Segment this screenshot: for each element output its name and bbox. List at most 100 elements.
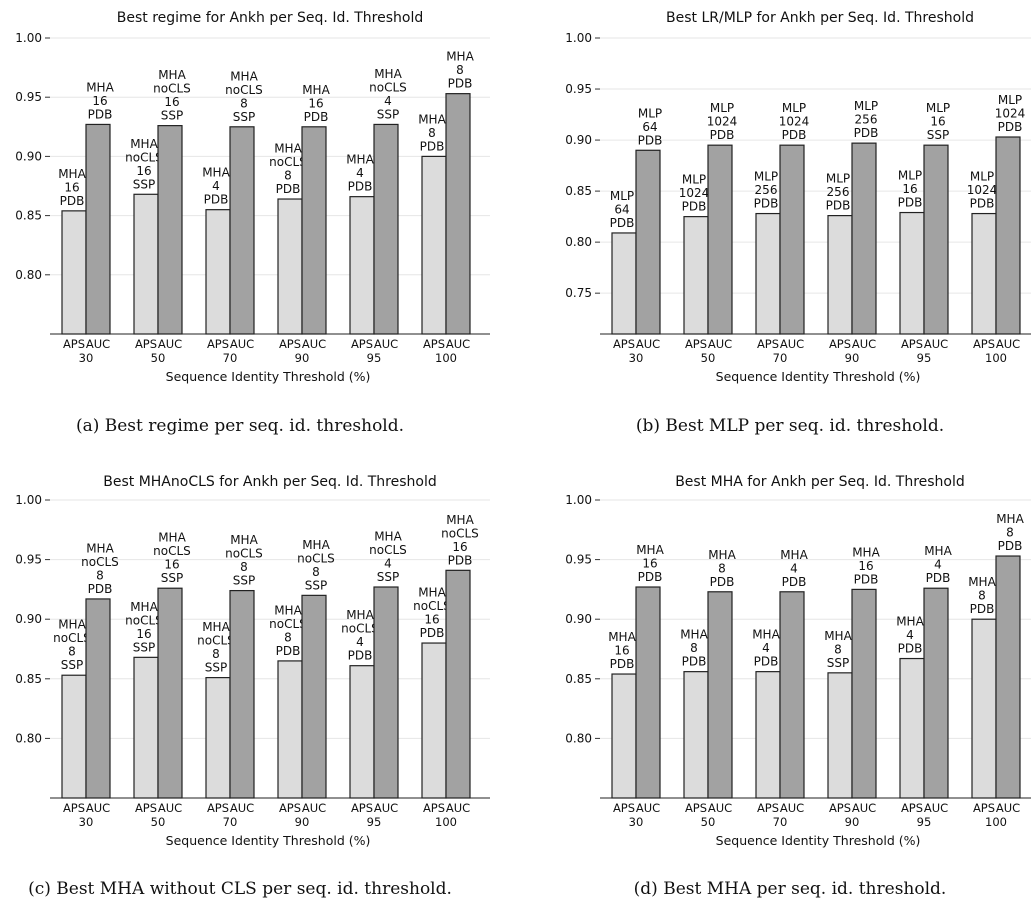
bar-label: 8 xyxy=(240,560,248,574)
bar-label: 16 xyxy=(136,627,151,641)
bar-label: PDB xyxy=(610,216,635,230)
bar-label: MHA xyxy=(852,545,880,559)
bar-label: PDB xyxy=(898,196,923,210)
x-group-label: 70 xyxy=(773,815,788,829)
bar-label: MHA xyxy=(130,137,158,151)
x-group-label: 100 xyxy=(435,815,457,829)
y-tick-label: 0.75 xyxy=(565,286,592,300)
bar-label: PDB xyxy=(854,126,879,140)
bar-label: MHA xyxy=(708,548,736,562)
bar-label: SSP xyxy=(377,107,399,121)
y-tick-label: 1.00 xyxy=(15,493,42,507)
bar-auc xyxy=(635,586,661,799)
bar-label: 4 xyxy=(356,635,364,649)
chart-panel-2: 0.750.800.850.900.951.00MLP64PDBAPSMLP64… xyxy=(565,10,1031,436)
bar-label: noCLS xyxy=(125,150,163,164)
bar-label: PDB xyxy=(710,128,735,142)
bar-label: noCLS xyxy=(369,543,407,557)
x-metric-label: APS xyxy=(829,337,851,351)
bar-label: 1024 xyxy=(779,115,810,129)
bar-aps xyxy=(899,657,925,799)
bar-label: noCLS xyxy=(341,622,379,636)
bar-label: MHA xyxy=(302,538,330,552)
bar-auc xyxy=(851,588,877,799)
bar-label: 16 xyxy=(902,182,917,196)
bar-auc xyxy=(779,144,805,335)
bar-label: PDB xyxy=(970,197,995,211)
bar-label: 16 xyxy=(164,558,179,572)
bar-label: noCLS xyxy=(53,631,91,645)
bar-label: 8 xyxy=(68,645,76,659)
y-tick-label: 0.90 xyxy=(565,133,592,147)
y-tick-label: 0.90 xyxy=(565,612,592,626)
bar-aps xyxy=(755,671,781,799)
x-group-label: 70 xyxy=(223,351,238,365)
bar-label: MLP xyxy=(682,173,706,187)
figure-caption: (d) Best MHA per seq. id. threshold. xyxy=(634,879,947,899)
bar-label: 16 xyxy=(136,164,151,178)
bar-label: 8 xyxy=(718,561,726,575)
x-group-label: 90 xyxy=(295,351,310,365)
bar-label: MHA xyxy=(86,80,114,94)
y-tick-label: 0.95 xyxy=(565,82,592,96)
bar-label: PDB xyxy=(710,575,735,589)
bar-label: 16 xyxy=(858,559,873,573)
bar-label: MHA xyxy=(202,620,230,634)
x-metric-label: APS xyxy=(279,337,301,351)
bar-label: MHA xyxy=(968,575,996,589)
chart-panel-3: 0.800.850.900.951.00MHAnoCLS8SSPAPSMHAno… xyxy=(15,474,490,899)
bar-label: PDB xyxy=(754,655,779,669)
bar-auc xyxy=(373,123,399,335)
bar-label: noCLS xyxy=(269,617,307,631)
x-group-label: 50 xyxy=(701,351,716,365)
x-metric-label: AUC xyxy=(86,801,110,815)
bar-label: PDB xyxy=(998,120,1023,134)
bar-auc xyxy=(229,126,255,335)
bar-label: MLP xyxy=(998,93,1022,107)
bar-label: PDB xyxy=(276,644,301,658)
bar-label: PDB xyxy=(448,553,473,567)
x-metric-label: APS xyxy=(423,801,445,815)
bar-label: PDB xyxy=(88,107,113,121)
bar-aps xyxy=(755,212,781,335)
bar-label: MLP xyxy=(782,101,806,115)
bar-label: noCLS xyxy=(297,551,335,565)
x-group-label: 50 xyxy=(151,815,166,829)
bar-label: SSP xyxy=(827,656,849,670)
bar-label: noCLS xyxy=(153,82,191,96)
bar-label: MHA xyxy=(418,112,446,126)
x-metric-label: APS xyxy=(973,337,995,351)
bar-auc xyxy=(157,587,183,799)
bar-label: PDB xyxy=(998,539,1023,553)
bar-label: 256 xyxy=(855,113,878,127)
x-group-label: 50 xyxy=(701,815,716,829)
figure-caption: (c) Best MHA without CLS per seq. id. th… xyxy=(28,879,452,899)
x-metric-label: APS xyxy=(207,337,229,351)
x-group-label: 95 xyxy=(917,815,932,829)
bar-label: 8 xyxy=(240,96,248,110)
bar-label: 4 xyxy=(762,641,770,655)
bar-label: MHA xyxy=(130,600,158,614)
bar-label: 1024 xyxy=(967,183,998,197)
x-group-label: 90 xyxy=(845,815,860,829)
bar-label: 8 xyxy=(284,630,292,644)
x-axis-label: Sequence Identity Threshold (%) xyxy=(716,833,921,848)
bar-label: noCLS xyxy=(225,83,263,97)
bar-label: SSP xyxy=(161,109,183,123)
bar-label: SSP xyxy=(133,640,155,654)
x-group-label: 95 xyxy=(367,351,382,365)
bar-label: MHA xyxy=(86,541,114,555)
bar-aps xyxy=(133,193,159,335)
x-metric-label: AUC xyxy=(636,337,660,351)
x-metric-label: APS xyxy=(613,337,635,351)
x-metric-label: APS xyxy=(351,337,373,351)
x-group-label: 95 xyxy=(917,351,932,365)
y-tick-label: 0.90 xyxy=(15,612,42,626)
y-tick-label: 0.80 xyxy=(565,235,592,249)
bar-label: 16 xyxy=(614,644,629,658)
x-metric-label: AUC xyxy=(996,801,1020,815)
bar-label: MHA xyxy=(230,533,258,547)
bar-auc xyxy=(301,594,327,799)
y-tick-label: 0.80 xyxy=(15,731,42,745)
